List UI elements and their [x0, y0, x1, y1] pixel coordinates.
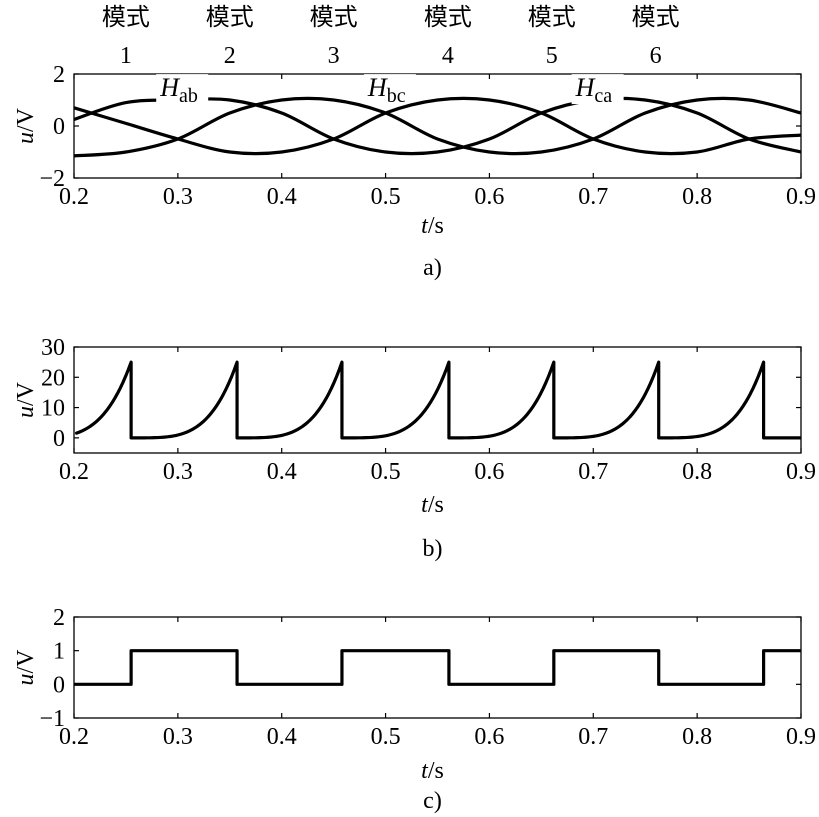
x-tick-label: 0.8 — [682, 724, 712, 750]
x-tick-label: 0.3 — [163, 724, 193, 750]
panel-a: 0.2 0.3 0.4 0.5 0.6 0.7 0.8 0.9 2 0 −2u/V t/s a) Hab H… — [13, 62, 816, 281]
mode-label-word: 模式 — [632, 3, 680, 31]
x-tick-label: 0.9 — [786, 459, 816, 485]
y-axis-label: u/V — [13, 107, 39, 144]
y-tick-label: 10 — [41, 396, 65, 422]
x-tick-label: 0.5 — [371, 459, 401, 485]
y-tick-label: 20 — [41, 365, 65, 391]
panel-b: 0.2 0.3 0.4 0.5 0.6 0.7 0.8 0.9 30 20 10 0 u/V t/s b) — [13, 335, 816, 562]
y-tick-label: −1 — [39, 706, 65, 732]
mode-label-number: 4 — [442, 43, 454, 69]
panel-caption: c) — [423, 788, 442, 814]
mode-label-word: 模式 — [102, 3, 150, 31]
x-tick-label: 0.7 — [578, 724, 608, 750]
x-tick-label: 0.3 — [163, 184, 193, 210]
mode-label-number: 5 — [546, 43, 558, 69]
y-tick-label: 1 — [53, 639, 65, 665]
x-tick-label: 0.5 — [371, 184, 401, 210]
series-label-H_ab: Hab — [159, 73, 198, 107]
x-tick-label: 0.6 — [474, 724, 504, 750]
x-tick-label: 0.6 — [474, 459, 504, 485]
series-label-bg — [363, 74, 416, 105]
x-tick-label: 0.2 — [59, 724, 89, 750]
mode-label-number: 3 — [328, 43, 340, 69]
plot-frame — [73, 346, 802, 454]
mode-header: 模式 1 模式 2 模式 3 模式 4 模式 5 模式 6 — [102, 3, 680, 69]
plot-frame — [73, 616, 802, 719]
series-label-bg — [156, 74, 209, 105]
x-tick-label: 0.3 — [163, 459, 193, 485]
x-tick-label: 0.4 — [267, 724, 297, 750]
x-tick-label: 0.4 — [267, 459, 297, 485]
x-tick-label: 0.9 — [786, 724, 816, 750]
series-line-H_ca — [74, 96, 801, 156]
x-tick-label: 0.8 — [682, 184, 712, 210]
series-label-H_bc: Hbc — [367, 73, 406, 107]
x-axis-label: t/s — [421, 758, 444, 784]
y-tick-label: −2 — [39, 166, 65, 192]
mode-label-word: 模式 — [528, 3, 576, 31]
x-tick-label: 0.6 — [474, 184, 504, 210]
y-tick-label: 2 — [53, 605, 65, 631]
mode-label-number: 6 — [650, 43, 662, 69]
mode-label-word: 模式 — [310, 3, 358, 31]
x-tick-label: 0.4 — [267, 184, 297, 210]
series-line-sawtooth — [75, 360, 801, 440]
y-tick-label: 0 — [53, 672, 65, 698]
series-line-square — [74, 649, 801, 686]
x-tick-label: 0.2 — [59, 459, 89, 485]
mode-label-word: 模式 — [424, 3, 472, 31]
y-tick-label: 0 — [53, 114, 65, 140]
y-tick-label: 30 — [41, 335, 65, 361]
x-tick-label: 0.9 — [786, 184, 816, 210]
y-axis-label: u/V — [13, 381, 39, 418]
y-tick-label: 2 — [53, 62, 65, 88]
y-axis-label: u/V — [13, 649, 39, 686]
y-tick-label: 0 — [53, 426, 65, 452]
mode-label-number: 1 — [120, 43, 132, 69]
mode-label-number: 2 — [224, 43, 236, 69]
x-tick-label: 0.2 — [59, 184, 89, 210]
mode-label-word: 模式 — [206, 3, 254, 31]
panel-caption: a) — [423, 255, 442, 281]
x-tick-label: 0.7 — [578, 459, 608, 485]
series-label-H_ca: Hca — [575, 73, 613, 107]
x-axis-label: t/s — [421, 492, 444, 518]
panel-caption: b) — [423, 536, 443, 562]
x-tick-label: 0.8 — [682, 459, 712, 485]
x-tick-label: 0.5 — [371, 724, 401, 750]
x-tick-label: 0.7 — [578, 184, 608, 210]
series-line-H_bc — [74, 96, 801, 158]
panel-c: 0.2 0.3 0.4 0.5 0.6 0.7 0.8 0.9 2 1 0 −1u/V t/s c) — [13, 605, 816, 814]
series-label-bg — [571, 74, 624, 105]
x-axis-label: t/s — [421, 213, 444, 239]
